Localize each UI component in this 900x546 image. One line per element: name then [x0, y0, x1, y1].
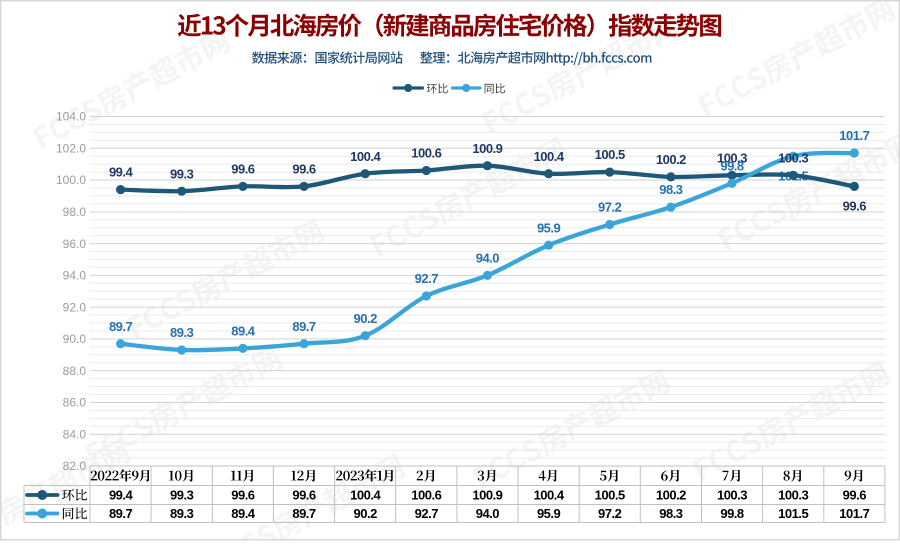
svg-text:97.2: 97.2 [598, 200, 622, 215]
svg-text:95.9: 95.9 [537, 506, 561, 521]
svg-text:99.4: 99.4 [109, 488, 134, 503]
svg-text:99.6: 99.6 [231, 162, 255, 177]
svg-text:102.0: 102.0 [56, 142, 86, 156]
svg-text:88.0: 88.0 [63, 364, 87, 378]
svg-text:101.5: 101.5 [778, 506, 808, 521]
svg-text:98.3: 98.3 [659, 182, 683, 197]
svg-text:99.6: 99.6 [843, 199, 867, 214]
svg-text:100.9: 100.9 [472, 141, 502, 156]
svg-text:89.7: 89.7 [292, 506, 316, 521]
svg-text:89.3: 89.3 [170, 506, 194, 521]
svg-text:101.7: 101.7 [839, 128, 869, 143]
svg-text:94.0: 94.0 [476, 506, 500, 521]
svg-text:100.5: 100.5 [595, 147, 625, 162]
svg-text:100.2: 100.2 [656, 152, 686, 167]
svg-text:100.3: 100.3 [778, 488, 808, 503]
svg-text:100.3: 100.3 [717, 150, 747, 165]
svg-text:99.6: 99.6 [292, 488, 316, 503]
svg-text:99.8: 99.8 [720, 506, 744, 521]
svg-text:99.3: 99.3 [170, 488, 194, 503]
svg-text:101.7: 101.7 [839, 506, 869, 521]
svg-text:89.4: 89.4 [231, 506, 256, 521]
svg-text:89.4: 89.4 [231, 324, 256, 339]
svg-text:100.6: 100.6 [411, 488, 441, 503]
svg-text:99.4: 99.4 [109, 165, 134, 180]
svg-text:104.0: 104.0 [56, 110, 86, 124]
svg-text:99.3: 99.3 [170, 166, 194, 181]
svg-text:89.7: 89.7 [109, 506, 133, 521]
svg-text:92.7: 92.7 [415, 271, 439, 286]
svg-text:100.3: 100.3 [778, 150, 808, 165]
svg-text:94.0: 94.0 [63, 269, 87, 283]
svg-text:99.8: 99.8 [720, 158, 744, 173]
svg-text:100.2: 100.2 [656, 488, 686, 503]
svg-text:90.0: 90.0 [63, 332, 87, 346]
svg-text:100.0: 100.0 [56, 173, 86, 187]
svg-text:89.7: 89.7 [292, 319, 316, 334]
svg-text:84.0: 84.0 [63, 427, 87, 441]
svg-text:92.0: 92.0 [63, 300, 87, 314]
svg-text:95.9: 95.9 [537, 220, 561, 235]
svg-text:98.3: 98.3 [659, 506, 683, 521]
svg-text:96.0: 96.0 [63, 237, 87, 251]
svg-text:100.4: 100.4 [350, 149, 381, 164]
svg-text:94.0: 94.0 [476, 251, 500, 266]
svg-text:100.4: 100.4 [534, 488, 565, 503]
svg-text:90.2: 90.2 [354, 506, 378, 521]
svg-text:98.0: 98.0 [63, 205, 87, 219]
svg-text:100.5: 100.5 [595, 488, 625, 503]
svg-text:100.9: 100.9 [472, 488, 502, 503]
svg-text:99.6: 99.6 [292, 162, 316, 177]
svg-text:90.2: 90.2 [354, 311, 378, 326]
svg-text:92.7: 92.7 [415, 506, 439, 521]
svg-text:100.3: 100.3 [717, 488, 747, 503]
svg-text:100.4: 100.4 [534, 149, 565, 164]
svg-text:100.4: 100.4 [350, 488, 381, 503]
svg-text:89.7: 89.7 [109, 319, 133, 334]
svg-text:86.0: 86.0 [63, 396, 87, 410]
svg-text:82.0: 82.0 [63, 459, 87, 473]
svg-text:99.6: 99.6 [231, 488, 255, 503]
svg-text:99.6: 99.6 [843, 488, 867, 503]
svg-text:89.3: 89.3 [170, 325, 194, 340]
svg-text:97.2: 97.2 [598, 506, 622, 521]
svg-text:100.6: 100.6 [411, 146, 441, 161]
